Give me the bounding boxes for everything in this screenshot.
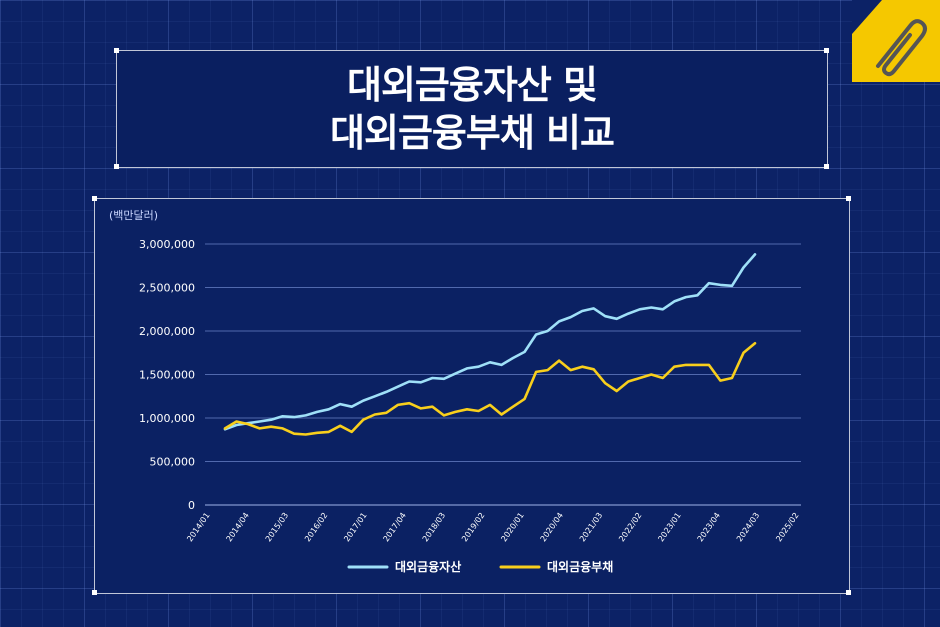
series-line-1 <box>223 253 757 431</box>
x-tick-label: 2017/01 <box>342 511 368 543</box>
legend-label-2: 대외금융부채 <box>547 559 613 574</box>
title-line-2: 대외금융부채 비교 <box>330 111 615 155</box>
line-chart: (백만달러) 0 500,000 1,000,000 1,500,000 2,000,00… <box>109 209 801 574</box>
y-tick-label: 3,000,000 <box>139 238 195 251</box>
x-tick-label: 2020/04 <box>539 511 565 543</box>
x-tick-label: 2020/01 <box>499 511 525 543</box>
legend-label-1: 대외금융자산 <box>395 559 461 574</box>
title-box: 대외금융자산 및 대외금융부채 비교 <box>116 50 828 168</box>
x-tick-label: 2016/02 <box>303 511 329 543</box>
x-tick-label: 2025/02 <box>774 511 800 543</box>
chart-box: (백만달러) 0 500,000 1,000,000 1,500,000 2,000,00… <box>94 198 850 594</box>
title-handle-tl <box>114 48 119 53</box>
x-tick-label: 2021/03 <box>578 511 604 543</box>
chart-handle-tl <box>92 196 97 201</box>
x-tick-label: 2017/04 <box>382 511 408 543</box>
title-handle-tr <box>824 48 829 53</box>
y-tick-label: 2,500,000 <box>139 282 195 295</box>
y-tick-label: 0 <box>188 499 195 512</box>
title-handle-bl <box>114 164 119 169</box>
y-tick-label: 1,500,000 <box>139 369 195 382</box>
x-tick-label: 2023/04 <box>696 511 722 543</box>
x-tick-label: 2022/02 <box>617 511 643 543</box>
y-tick-label: 500,000 <box>150 456 196 469</box>
chart-handle-bl <box>92 590 97 595</box>
x-tick-label: 2019/02 <box>460 511 486 543</box>
unit-label: (백만달러) <box>109 209 158 222</box>
y-tick-label: 1,000,000 <box>139 412 195 425</box>
chart-handle-tr <box>846 196 851 201</box>
x-tick-label: 2014/04 <box>224 511 250 543</box>
series-line-2 <box>223 341 757 436</box>
x-tick-label: 2023/01 <box>656 511 682 543</box>
y-tick-label: 2,000,000 <box>139 325 195 338</box>
x-tick-label: 2014/01 <box>185 511 211 543</box>
x-tick-label: 2018/03 <box>421 511 447 543</box>
paperclip-icon <box>852 0 940 82</box>
title-handle-br <box>824 164 829 169</box>
title-line-1: 대외금융자산 및 <box>347 63 598 107</box>
x-tick-label: 2024/03 <box>735 511 761 543</box>
x-tick-label: 2015/03 <box>264 511 290 543</box>
chart-handle-br <box>846 590 851 595</box>
